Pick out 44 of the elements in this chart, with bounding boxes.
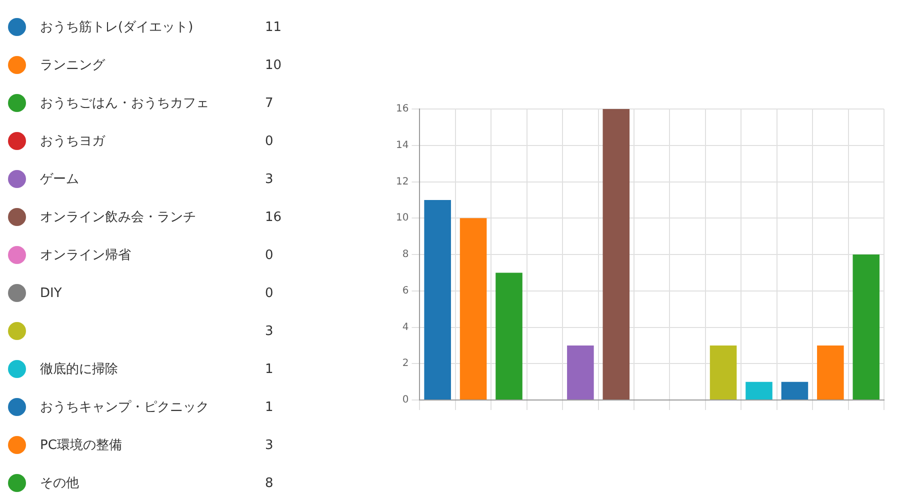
category-label: オンライン飲み会・ランチ — [40, 209, 197, 226]
bar — [496, 272, 522, 400]
data-label: 0 — [265, 286, 274, 300]
bar — [852, 254, 880, 400]
data-label: 0 — [265, 248, 274, 262]
y-tick-label: 16 — [396, 104, 409, 115]
data-label: 1 — [265, 362, 274, 376]
bar — [567, 345, 594, 400]
category-label: PC環境の整備 — [40, 437, 123, 454]
data-label: 16 — [265, 210, 282, 224]
y-tick-label: 6 — [402, 285, 409, 296]
bar — [746, 382, 772, 400]
data-label: 7 — [265, 96, 274, 110]
bar — [710, 345, 737, 400]
data-label: 10 — [265, 58, 282, 72]
y-tick-label: 4 — [402, 322, 409, 333]
y-tick-label: 0 — [402, 394, 409, 406]
data-label: 3 — [265, 172, 274, 186]
data-label: 3 — [265, 324, 274, 338]
category-label: おうちキャンプ・ピクニック — [40, 399, 210, 416]
category-label: その他 — [40, 475, 80, 492]
data-label: 0 — [265, 134, 274, 148]
category-label: ランニング — [40, 57, 106, 74]
data-label: 1 — [265, 400, 274, 414]
bar — [424, 200, 451, 400]
category-label: 徹底的に掃除 — [40, 361, 119, 378]
y-tick-label: 14 — [396, 140, 409, 151]
category-label: DIY — [40, 286, 63, 300]
bar — [781, 382, 808, 400]
y-tick-label: 2 — [402, 358, 409, 370]
y-tick-label: 12 — [396, 176, 409, 188]
data-label: 8 — [265, 476, 274, 490]
category-label: ゲーム — [40, 171, 80, 188]
category-label: おうちヨガ — [40, 133, 106, 150]
category-label: おうちごはん・おうちカフェ — [40, 95, 210, 112]
data-label: 3 — [265, 438, 274, 452]
category-label: おうち筋トレ(ダイエット) — [40, 19, 194, 36]
y-tick-label: 8 — [402, 249, 409, 260]
y-tick-label: 10 — [396, 212, 409, 224]
bar — [460, 218, 487, 400]
bar — [602, 109, 630, 400]
category-label: オンライン帰省 — [40, 247, 132, 264]
data-label: 11 — [265, 20, 282, 34]
bar — [817, 345, 844, 400]
